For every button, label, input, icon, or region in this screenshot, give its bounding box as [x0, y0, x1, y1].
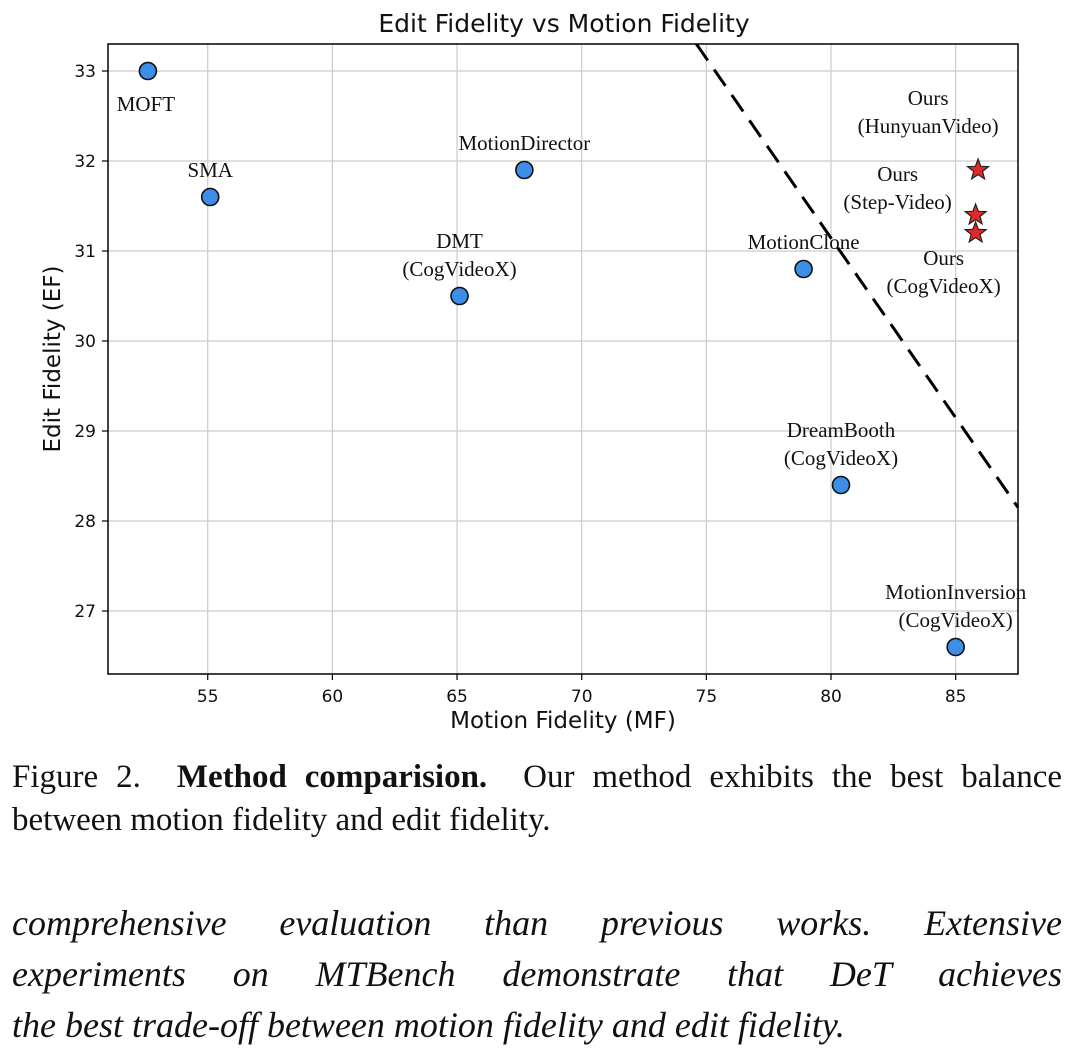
point-label: MotionInversion: [885, 580, 1027, 604]
point-label: MotionClone: [748, 230, 860, 254]
point-label: Ours: [923, 246, 964, 270]
point-label: (CogVideoX): [402, 257, 516, 281]
figure-caption: Figure 2. Method comparision. Our method…: [12, 756, 1062, 842]
point-label: DreamBooth: [787, 418, 896, 442]
trend-line: [695, 43, 1020, 509]
star-marker: [963, 202, 988, 226]
point-label: DMT: [436, 229, 483, 253]
x-axis-label: Motion Fidelity (MF): [450, 708, 676, 734]
trend-line-group: [695, 43, 1020, 509]
y-tick-label: 32: [74, 152, 96, 172]
y-tick-label: 30: [74, 332, 96, 352]
y-axis-label: Edit Fidelity (EF): [40, 266, 66, 453]
point-label: (CogVideoX): [784, 446, 898, 470]
x-tick-label: 55: [197, 687, 219, 707]
circle-marker: [200, 187, 220, 207]
point-label: (CogVideoX): [887, 274, 1001, 298]
scatter-chart: Edit Fidelity vs Motion Fidelity 55 60 65 7…: [40, 9, 1027, 734]
x-tick-label: 85: [945, 687, 967, 707]
caption-bold: Method comparision.: [176, 759, 488, 795]
y-tick-label: 29: [74, 422, 96, 442]
x-tick-label: 70: [571, 687, 593, 707]
tick-labels: 55 60 65 70 75 80 85 27 28 29 30 31 32 33: [74, 62, 966, 707]
body-line-2: experiments on MTBench demonstrate that …: [12, 954, 1062, 994]
x-tick-label: 75: [696, 687, 718, 707]
y-tick-label: 28: [74, 512, 96, 532]
x-tick-label: 65: [446, 687, 468, 707]
point-labels: MOFT SMA MotionDirector DMT (CogVideoX) Motio…: [117, 86, 1027, 632]
x-tick-label: 80: [820, 687, 842, 707]
point-label: MOFT: [117, 92, 176, 116]
point-label: SMA: [187, 158, 233, 182]
body-line-1: comprehensive evaluation than previous w…: [12, 903, 1062, 943]
circle-marker: [794, 259, 813, 279]
point-label: Ours: [877, 162, 918, 186]
circle-marker: [515, 160, 534, 180]
paper-body-text: comprehensive evaluation than previous w…: [12, 898, 1062, 1051]
star-marker: [963, 220, 988, 244]
circle-marker: [831, 475, 851, 495]
chart-svg: Edit Fidelity vs Motion Fidelity 55 60 65 7…: [40, 9, 1027, 734]
data-points: [138, 61, 991, 657]
axes: [107, 43, 1019, 675]
circle-marker: [450, 286, 469, 306]
circle-marker: [138, 61, 158, 81]
y-tick-label: 33: [74, 62, 96, 82]
caption-prefix: Figure 2.: [12, 759, 141, 795]
body-line-3: the best trade-off between motion fideli…: [12, 1005, 845, 1045]
grid-lines: [108, 44, 1018, 674]
x-tick-label: 60: [322, 687, 344, 707]
caption-text: Our method exhibits the best balance bet…: [12, 759, 1062, 838]
y-tick-label: 27: [74, 602, 96, 622]
circle-marker: [946, 637, 965, 657]
star-marker: [965, 157, 991, 181]
y-tick-label: 31: [74, 242, 96, 262]
point-label: (CogVideoX): [899, 608, 1013, 632]
point-label: (Step-Video): [843, 190, 951, 214]
plot-frame: [107, 43, 1019, 675]
point-label: MotionDirector: [458, 131, 590, 155]
chart-title: Edit Fidelity vs Motion Fidelity: [378, 9, 749, 38]
point-label: (HunyuanVideo): [858, 114, 999, 138]
point-label: Ours: [908, 86, 949, 110]
